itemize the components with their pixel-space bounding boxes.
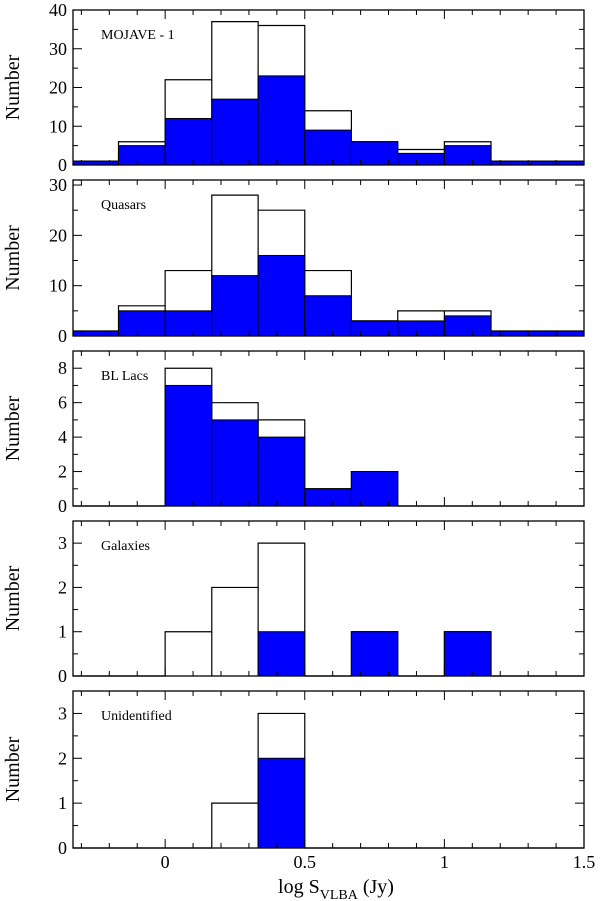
panel-2: 0 10 20 30 Number Quasars	[2, 175, 585, 346]
panel-title: MOJAVE - 1	[101, 28, 175, 43]
y-tick-label: 1	[58, 622, 67, 642]
x-axis-label: log SVLBA (Jy)	[278, 876, 394, 901]
filled-bar	[350, 471, 399, 507]
plot-frame	[72, 520, 585, 677]
filled-bar	[72, 330, 120, 337]
y-tick-label: 10	[49, 276, 67, 296]
y-axis-label: Number	[2, 736, 24, 802]
filled-bar	[118, 145, 166, 166]
x-axis: log SVLBA (Jy) 0 0.5 1 1.5	[161, 852, 596, 901]
y-tick-label: 8	[58, 358, 67, 378]
filled-bar	[443, 315, 492, 337]
plot-frame	[72, 690, 585, 849]
panel-5: 0 1 2 3 Number Unidentified	[2, 690, 585, 858]
filled-bar	[490, 330, 585, 337]
y-tick-label: 2	[58, 748, 67, 768]
y-tick-label: 1	[58, 793, 67, 813]
filled-bar	[257, 757, 306, 849]
outline-series	[73, 542, 584, 677]
filled-bar	[350, 141, 399, 166]
filled-bar	[304, 295, 352, 337]
filled-bar	[397, 320, 445, 337]
y-tick-label: 0	[58, 326, 67, 346]
y-tick-label: 6	[58, 393, 67, 413]
y-tick-label: 0	[58, 155, 67, 175]
y-tick-label: 3	[58, 533, 67, 553]
y-tick-label: 30	[49, 39, 67, 59]
x-axis-label-main: log S	[278, 876, 320, 898]
x-axis-label-subscript: VLBA	[320, 888, 359, 901]
x-tick-label: 0	[161, 852, 170, 872]
plot-frame	[72, 350, 585, 507]
y-tick-label: 20	[49, 225, 67, 245]
panel-3: 0 2 4 6 8 Number BL Lacs	[2, 350, 585, 516]
x-tick-label: 1	[440, 852, 449, 872]
outline-series	[73, 367, 584, 507]
x-tick-label: 1.5	[573, 852, 596, 872]
filled-bar	[350, 320, 399, 337]
y-tick-label: 0	[58, 838, 67, 858]
panel-title: Unidentified	[101, 709, 172, 724]
y-tick-label: 4	[58, 427, 67, 447]
y-tick-label: 40	[49, 0, 67, 20]
y-tick-label: 30	[49, 175, 67, 195]
panel-title: Quasars	[101, 198, 146, 213]
filled-bar	[443, 145, 492, 166]
panel-title: Galaxies	[101, 539, 150, 554]
plot-frame	[72, 179, 585, 337]
filled-bar	[257, 631, 306, 677]
y-tick-label: 2	[58, 577, 67, 597]
x-tick-label: 0.5	[294, 852, 317, 872]
filled-bar	[350, 631, 399, 677]
x-axis-label-unit: (Jy)	[363, 876, 394, 898]
y-tick-label: 0	[58, 496, 67, 516]
panel-4: 0 1 2 3 Number Galaxies	[2, 520, 585, 686]
y-axis-label: Number	[2, 565, 24, 631]
filled-bar	[211, 98, 259, 166]
panel-title: BL Lacs	[101, 369, 148, 384]
y-axis-label: Number	[2, 395, 24, 461]
filled-bar	[164, 118, 213, 166]
filled-bar	[257, 254, 306, 337]
panel-1: 0 10 20 30 40 Number MOJAVE - 1	[2, 0, 585, 175]
outline-series	[73, 712, 584, 849]
filled-bar	[118, 310, 166, 337]
filled-bar	[211, 419, 259, 507]
y-tick-label: 3	[58, 703, 67, 723]
y-tick-label: 20	[49, 78, 67, 98]
filled-bar	[397, 152, 445, 166]
y-axis-label: Number	[2, 54, 24, 120]
filled-bar	[304, 129, 352, 166]
filled-bar	[304, 488, 352, 507]
y-tick-label: 10	[49, 116, 67, 136]
y-tick-label: 0	[58, 666, 67, 686]
filled-bar	[211, 275, 259, 337]
filled-bar	[257, 436, 306, 507]
filled-bar	[443, 631, 492, 677]
filled-bar	[164, 310, 213, 337]
filled-bar	[257, 75, 306, 166]
filled-bar	[164, 384, 213, 507]
y-tick-label: 2	[58, 462, 67, 482]
y-axis-label: Number	[2, 225, 24, 291]
